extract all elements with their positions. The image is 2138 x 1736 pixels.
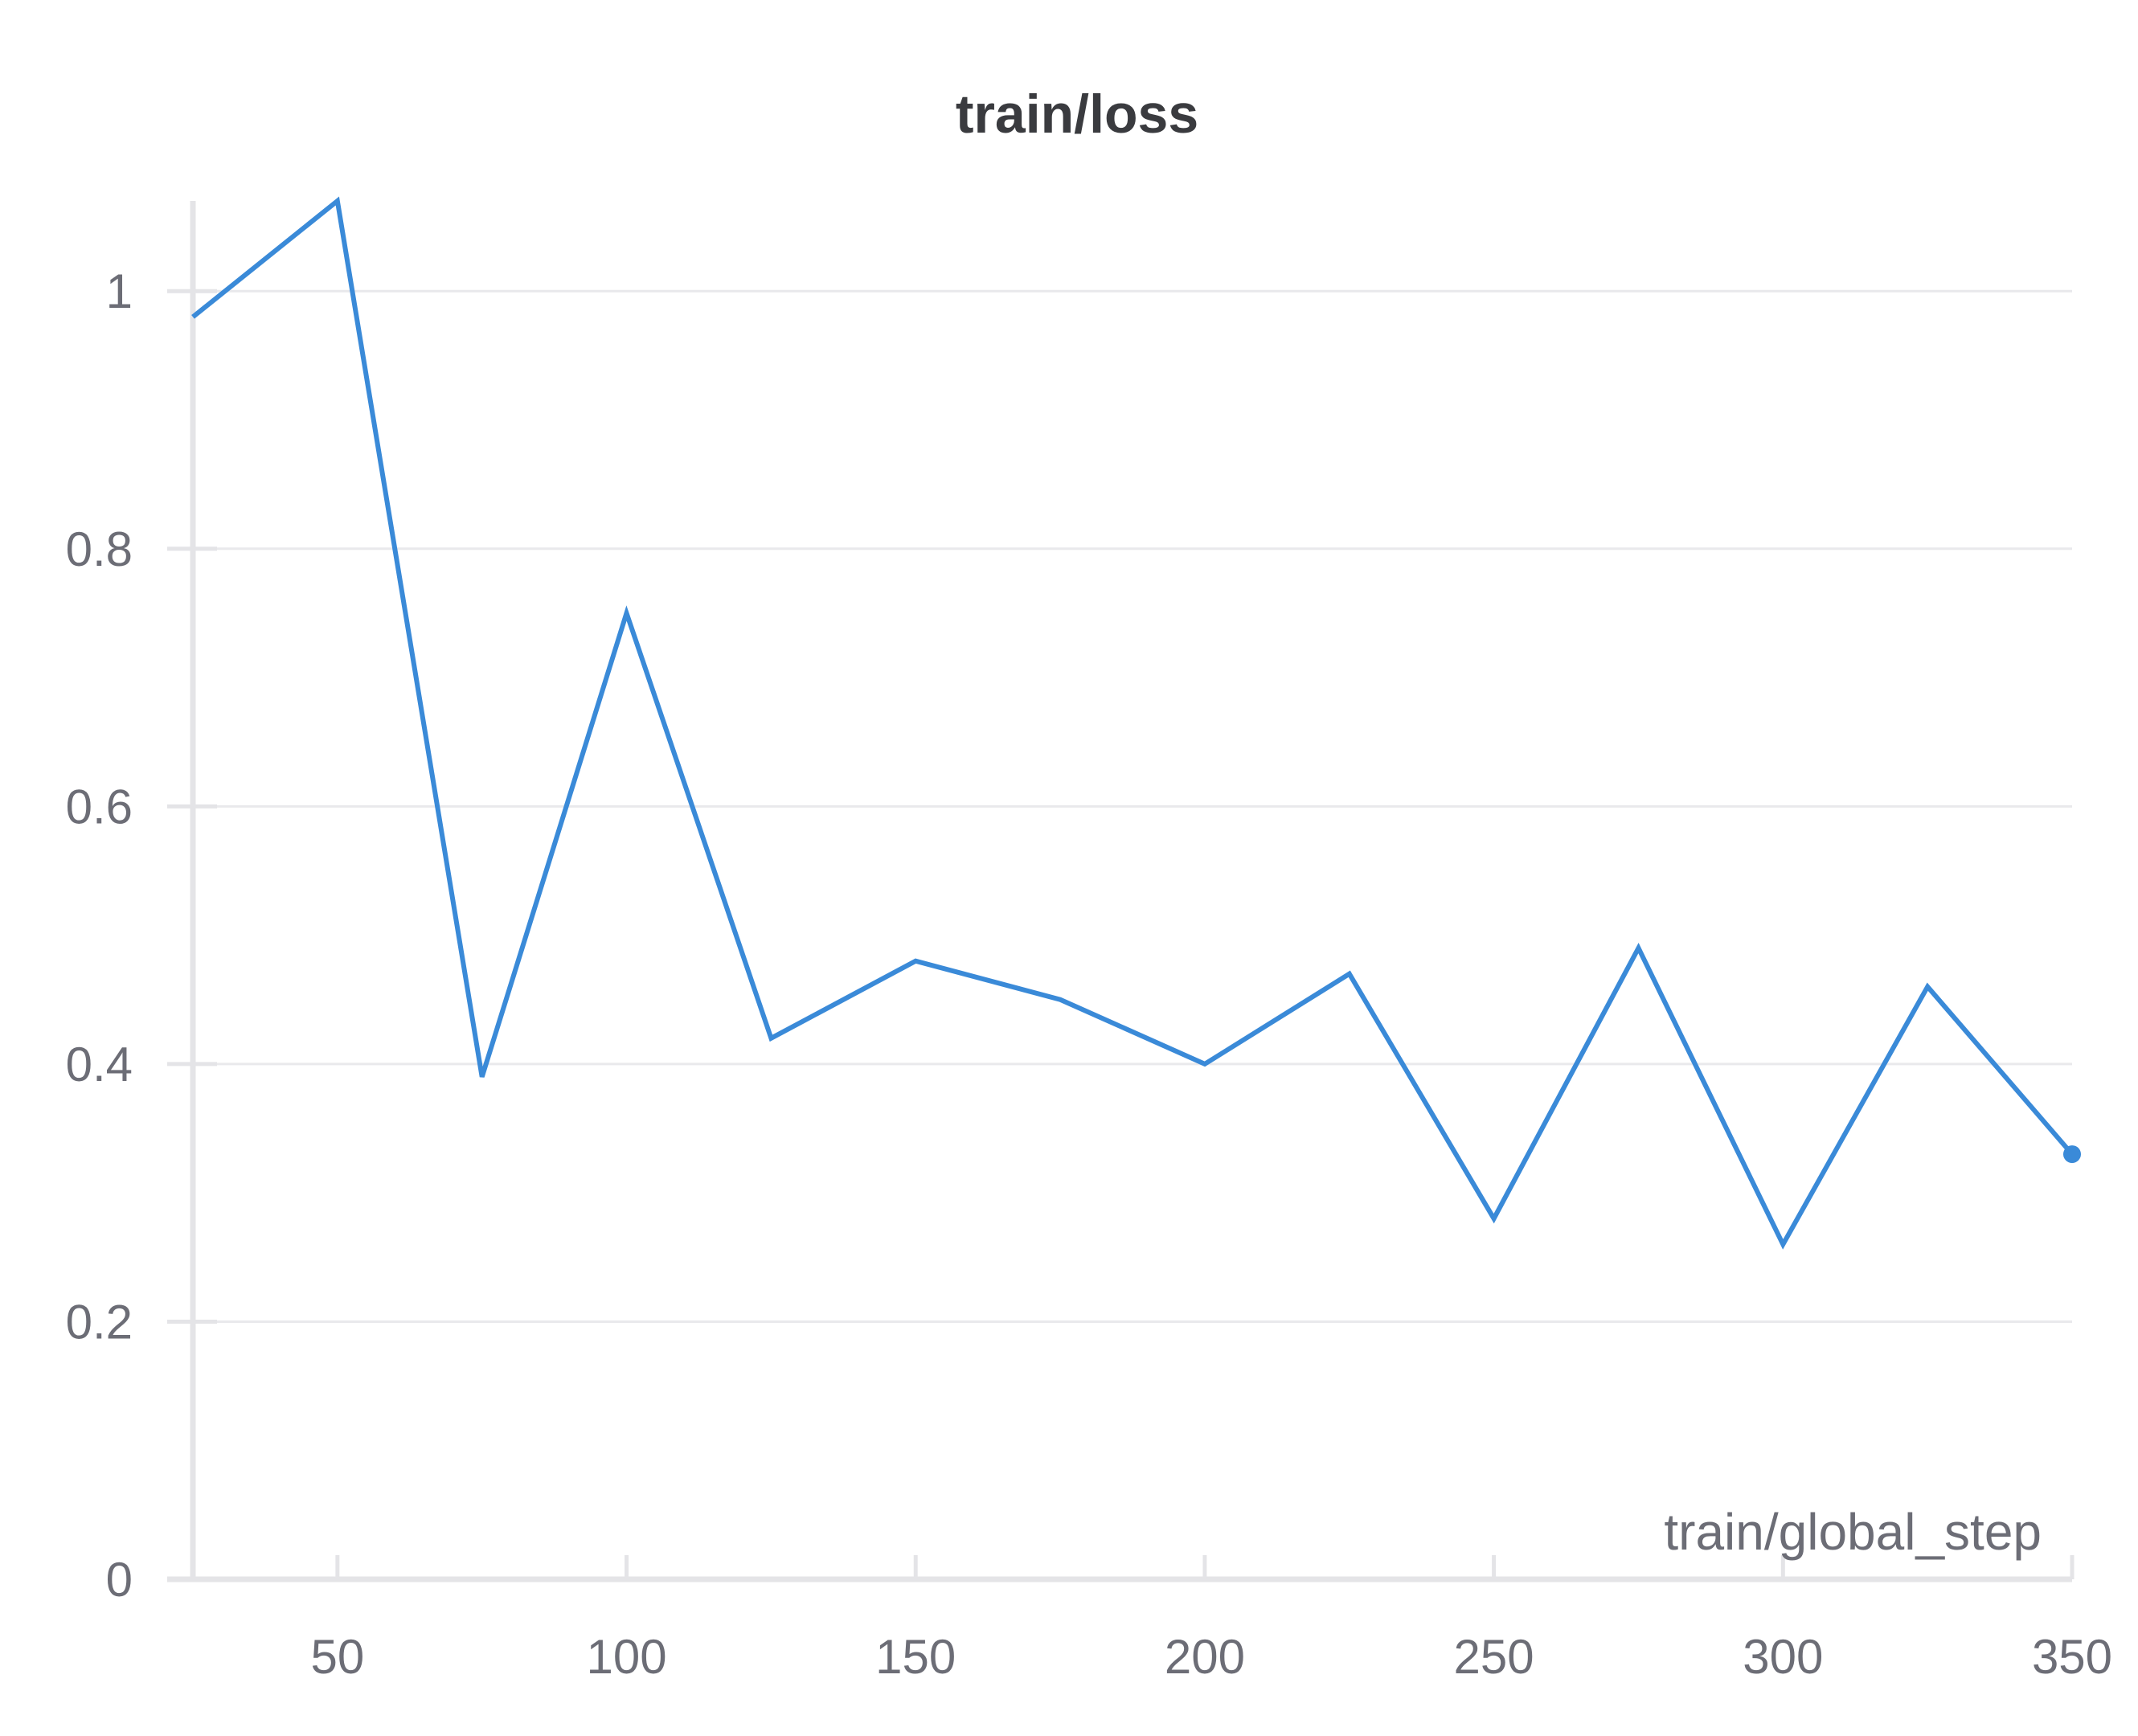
series-line xyxy=(191,196,2075,1250)
y-tick-label: 0 xyxy=(106,1553,133,1607)
x-tick-label: 150 xyxy=(875,1630,956,1684)
series-last-point xyxy=(2063,1145,2081,1164)
grid-lines xyxy=(193,289,2072,1323)
chart-title: train/loss xyxy=(956,84,1198,145)
x-tick-label: 50 xyxy=(310,1630,364,1684)
x-axis-label: train/global_step xyxy=(1664,1503,2042,1561)
x-tick-label: 350 xyxy=(2032,1630,2112,1684)
x-tick-label: 100 xyxy=(586,1630,666,1684)
series-layer xyxy=(191,196,2081,1250)
y-tick-label: 0.8 xyxy=(66,522,133,576)
y-tick-label: 1 xyxy=(106,264,133,318)
x-tick-label: 300 xyxy=(1743,1630,1823,1684)
x-tick-label: 250 xyxy=(1454,1630,1534,1684)
y-tick-label: 0.2 xyxy=(66,1295,133,1349)
y-tick-label: 0.6 xyxy=(66,780,133,833)
axes xyxy=(167,201,2075,1582)
x-tick-label: 200 xyxy=(1165,1630,1245,1684)
y-tick-label: 0.4 xyxy=(66,1038,133,1091)
